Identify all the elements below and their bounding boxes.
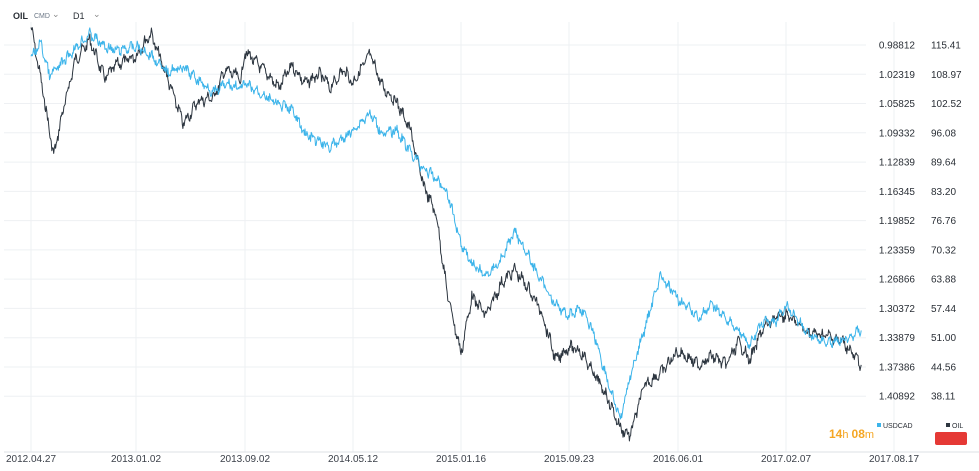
usdcad-axis-tick-label: 1.09332 [879,128,916,139]
chart-grid [4,22,979,453]
usdcad-axis-tick-label: 1.05825 [879,99,916,110]
chart-toolbar: OIL CMD ⌄ D1 ⌄ [0,0,979,28]
oil-axis-tick-label: 115.41 [931,41,961,52]
usdcad-axis-tick-label: 1.12839 [879,158,916,169]
legend-swatch-oil [946,423,950,427]
x-tick-label: 2014.05.12 [328,454,378,465]
x-tick-label: 2012.04.27 [6,454,56,465]
legend-swatch-usdcad [877,423,881,427]
x-axis-ticks: 2012.04.27 2013.01.02 2013.09.02 2014.05.12… [6,454,919,465]
x-tick-label: 2017.08.17 [869,454,919,465]
usdcad-axis-tick-label: 1.37386 [879,362,916,373]
x-tick-label: 2013.01.02 [111,454,161,465]
oil-axis-tick-label: 83.20 [931,187,956,198]
timer-hours: 14 [829,427,843,441]
oil-axis-tick-label: 70.32 [931,245,956,256]
instrument-type-label: CMD [34,13,50,20]
usdcad-axis-tick-label: 1.33879 [879,333,916,344]
legend-label-oil: OIL [952,423,964,430]
right-axis-ticks: 115.41 108.97 102.52 96.08 89.64 83.20 76.76 70… [931,41,962,403]
chevron-down-icon[interactable]: ⌄ [93,9,101,19]
oil-axis-tick-label: 51.00 [931,333,956,344]
timer-minutes-unit: m [864,429,875,441]
x-tick-label: 2013.09.02 [220,454,270,465]
oil-axis-tick-label: 44.56 [931,362,956,373]
timer-minutes: 08 [851,427,865,441]
oil-axis-tick-label: 96.08 [931,128,956,139]
usdcad-axis-tick-label: 0.98812 [879,41,916,52]
oil-axis-tick-label: 89.64 [931,158,956,169]
left-axis-ticks: 0.98812 1.02319 1.05825 1.09332 1.12839 1.163… [879,41,916,403]
oil-axis-tick-label: 57.44 [931,304,956,315]
usdcad-axis-tick-label: 1.16345 [879,187,916,198]
usdcad-axis-tick-label: 1.40892 [879,392,916,403]
x-tick-label: 2015.01.16 [436,454,486,465]
x-tick-label: 2017.02.07 [761,454,811,465]
series-layer [30,27,862,442]
chevron-down-icon[interactable]: ⌄ [52,9,60,19]
usdcad-axis-tick-label: 1.19852 [879,216,916,227]
oil-axis-tick-label: 76.76 [931,216,956,227]
oil-axis-tick-label: 63.88 [931,275,956,286]
series-line-oil [30,27,862,442]
timeframe-label[interactable]: D1 [73,11,85,21]
oil-axis-tick-label: 102.52 [931,99,962,110]
usdcad-axis-tick-label: 1.23359 [879,245,916,256]
x-tick-label: 2016.06.01 [653,454,703,465]
timer-hours-unit: h [842,429,849,441]
usdcad-axis-tick-label: 1.30372 [879,304,916,315]
legend-label-usdcad: USDCAD [883,423,913,430]
legend-oil: OIL [946,423,963,430]
x-tick-label: 2015.09.23 [544,454,594,465]
legend-usdcad: USDCAD [877,423,913,430]
symbol-label[interactable]: OIL [13,11,28,21]
usdcad-axis-tick-label: 1.02319 [879,70,916,81]
candle-countdown: 14h 08m [829,427,874,441]
sell-button[interactable] [935,432,967,445]
oil-axis-tick-label: 108.97 [931,70,962,81]
oil-axis-tick-label: 38.11 [931,392,956,403]
series-line-usdcad [30,27,862,420]
usdcad-axis-tick-label: 1.26866 [879,275,916,286]
